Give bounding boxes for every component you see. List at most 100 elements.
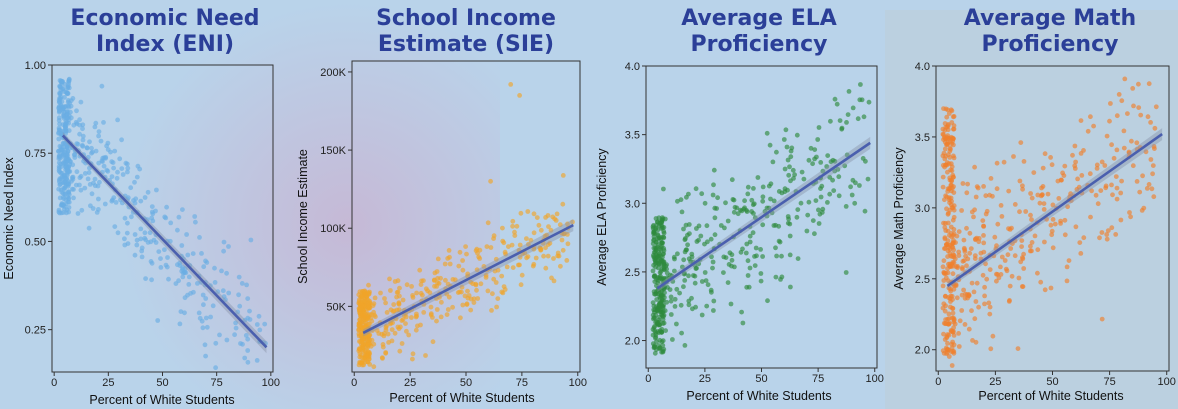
data-point — [723, 255, 729, 260]
data-point — [712, 232, 718, 238]
data-point — [801, 176, 807, 182]
data-point — [1002, 258, 1008, 263]
data-point — [224, 270, 230, 276]
data-point — [517, 242, 523, 248]
data-point — [1023, 209, 1029, 214]
data-point — [61, 141, 67, 147]
data-point — [226, 290, 232, 296]
data-point — [1109, 225, 1115, 231]
data-point — [987, 304, 993, 310]
data-point — [549, 275, 554, 281]
data-point — [731, 209, 737, 215]
data-point — [810, 161, 815, 167]
data-point — [820, 168, 826, 174]
data-point — [197, 235, 202, 240]
data-point — [688, 259, 693, 264]
data-point — [215, 289, 221, 295]
data-point — [967, 230, 973, 236]
data-point — [357, 347, 363, 352]
data-point — [672, 304, 678, 309]
data-point — [654, 222, 659, 228]
data-point — [1108, 101, 1113, 106]
data-point — [382, 296, 387, 301]
data-point — [941, 220, 946, 226]
data-point — [1064, 264, 1070, 270]
data-point — [74, 108, 79, 114]
data-point — [1103, 183, 1109, 189]
data-point — [776, 189, 782, 194]
data-point — [380, 344, 386, 350]
data-point — [942, 293, 948, 299]
data-point — [1019, 244, 1024, 250]
data-point — [397, 285, 402, 291]
data-point — [149, 215, 155, 221]
data-point — [795, 256, 801, 261]
x-tick-label: 50 — [1046, 376, 1058, 388]
data-point — [365, 316, 371, 322]
data-point — [956, 229, 962, 235]
data-point — [682, 237, 688, 243]
data-point — [1104, 236, 1110, 242]
data-point — [994, 160, 1000, 166]
data-point — [428, 312, 434, 318]
data-point — [114, 175, 120, 181]
data-point — [1118, 190, 1124, 196]
data-point — [374, 328, 380, 333]
data-point — [650, 332, 656, 338]
data-point — [356, 292, 362, 298]
data-point — [87, 139, 92, 145]
data-point — [744, 284, 750, 290]
data-point — [122, 215, 128, 221]
data-point — [120, 172, 126, 177]
data-point — [179, 243, 185, 248]
data-point — [559, 237, 565, 243]
chart-title-line: Proficiency — [981, 32, 1119, 57]
data-point — [1127, 210, 1132, 215]
data-point — [1138, 112, 1144, 118]
data-point — [783, 127, 789, 133]
data-point — [942, 146, 948, 152]
data-point — [1003, 266, 1009, 272]
x-tick-label: 100 — [866, 373, 884, 385]
data-point — [1153, 104, 1159, 110]
y-tick-label: 100K — [320, 223, 346, 235]
data-point — [813, 198, 819, 204]
data-point — [981, 249, 987, 255]
data-point — [1136, 81, 1141, 87]
data-point — [675, 198, 680, 204]
data-point — [960, 266, 965, 272]
y-tick-label: 4.0 — [915, 61, 930, 73]
data-point — [548, 227, 554, 233]
data-point — [1111, 155, 1117, 161]
data-point — [66, 76, 72, 82]
data-point — [999, 254, 1005, 260]
data-point — [712, 215, 718, 221]
data-point — [982, 293, 987, 299]
data-point — [652, 315, 658, 321]
y-tick-label: 3.5 — [915, 132, 930, 144]
y-tick-label: 0.25 — [25, 325, 46, 337]
data-point — [941, 301, 947, 307]
data-point — [101, 163, 107, 169]
data-point — [481, 264, 487, 269]
data-point — [1015, 346, 1021, 351]
data-point — [832, 168, 838, 174]
data-point — [818, 194, 824, 200]
data-point — [1028, 243, 1033, 249]
data-point — [148, 239, 154, 245]
data-point — [95, 183, 101, 189]
data-point — [952, 283, 957, 288]
data-point — [413, 327, 419, 333]
data-point — [684, 247, 689, 253]
data-point — [828, 159, 834, 165]
data-point — [1134, 179, 1140, 184]
data-point — [660, 304, 666, 310]
data-point — [262, 321, 268, 327]
data-point — [158, 256, 163, 261]
data-point — [971, 214, 976, 220]
data-point — [201, 264, 207, 270]
data-point — [1072, 143, 1078, 149]
data-point — [776, 238, 782, 244]
data-point — [366, 302, 371, 308]
data-point — [988, 346, 994, 352]
